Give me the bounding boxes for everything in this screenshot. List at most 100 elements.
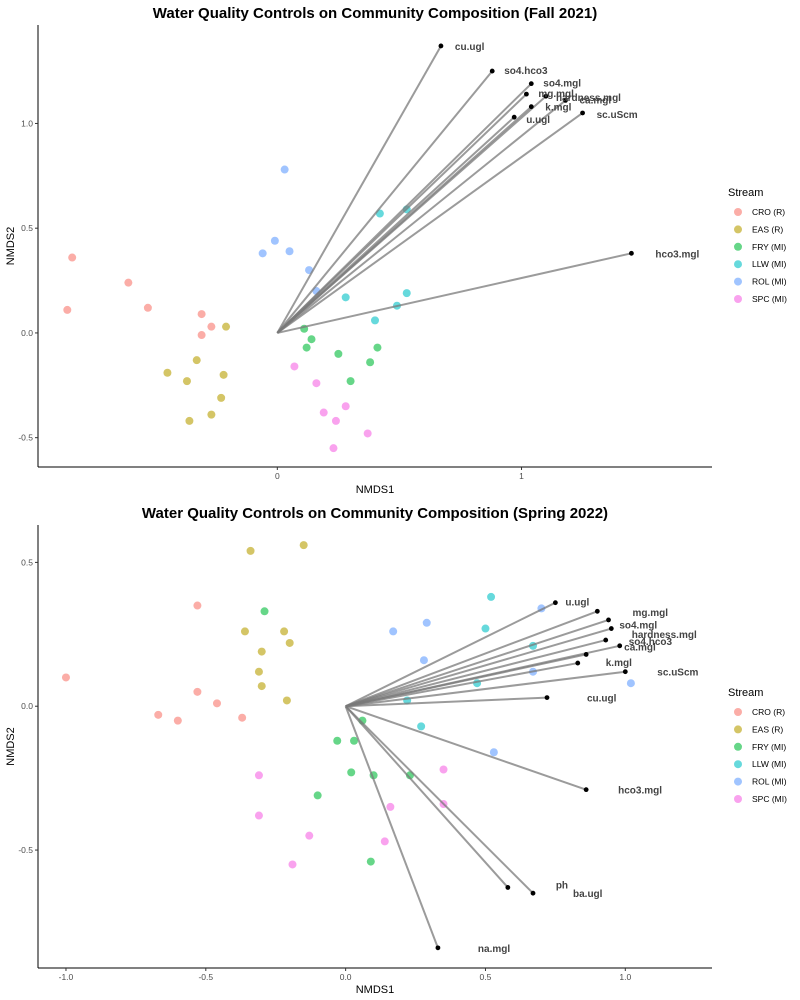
legend-key-cro-r xyxy=(734,208,742,216)
point-spc-mi xyxy=(319,408,328,417)
point-rol-mi xyxy=(626,679,635,688)
point-rol-mi xyxy=(270,236,279,245)
vector-so4-hco3 xyxy=(276,70,493,334)
point-fry-mi xyxy=(313,791,322,800)
legend-key-llw-mi xyxy=(734,760,742,769)
point-fry-mi xyxy=(366,857,375,866)
legend: Stream CRO (R) EAS (R) FRY (MI) LLW (MI) ROL … xyxy=(728,687,787,804)
legend-label: LLW (MI) xyxy=(752,259,786,269)
legend-label: FRY (MI) xyxy=(752,242,786,252)
point-fry-mi xyxy=(307,335,316,344)
legend-key-spc-mi xyxy=(734,795,742,803)
vector-label-hco3-mgl: hco3.mgl xyxy=(655,249,699,260)
point-cro-r xyxy=(63,305,72,314)
point-eas-r xyxy=(285,638,294,647)
vector-tip-ca-mgl xyxy=(583,652,589,657)
point-eas-r xyxy=(280,627,289,636)
vector-ca-mgl xyxy=(345,653,587,708)
vector-label-so4-hco3: so4.hco3 xyxy=(504,66,548,77)
vector-tip-so4-mgl xyxy=(608,626,614,631)
legend: Stream CRO (R) EAS (R) FRY (MI) LLW (MI) ROL … xyxy=(728,187,787,304)
point-fry-mi xyxy=(346,377,355,386)
point-spc-mi xyxy=(329,444,338,453)
vector-tip-ca-mgl xyxy=(563,98,568,103)
legend-key-eas-r xyxy=(734,225,742,234)
y-axis-title: NMDS2 xyxy=(5,227,17,266)
vector-cu-ugl xyxy=(345,696,548,708)
point-eas-r xyxy=(222,322,231,331)
vector-label-cu-ugl: cu.ugl xyxy=(455,42,485,53)
vector-sc-uscm xyxy=(345,670,626,708)
legend-key-cro-r xyxy=(734,708,742,716)
point-fry-mi xyxy=(350,736,359,745)
vector-u-ugl xyxy=(345,601,556,708)
vector-sc-uscm xyxy=(276,112,584,334)
vector-tip-so4-hco3 xyxy=(489,68,495,74)
chart-title: Water Quality Controls on Community Comp… xyxy=(153,5,597,22)
legend-title: Stream xyxy=(728,687,763,699)
vector-tip-cu-ugl xyxy=(544,695,550,700)
vector-label-cu-ugl: cu.ugl xyxy=(587,694,617,705)
point-rol-mi xyxy=(285,247,294,256)
vector-hco3-mgl xyxy=(345,705,587,791)
vector-ca-mgl xyxy=(276,99,567,334)
point-cro-r xyxy=(173,716,182,725)
legend-label: CRO (R) xyxy=(752,207,785,217)
vector-tip-ba-ugl xyxy=(530,890,536,896)
point-eas-r xyxy=(207,410,216,419)
y-tick-label: 0.5 xyxy=(21,557,33,567)
point-rol-mi xyxy=(422,618,431,627)
point-rol-mi xyxy=(419,656,428,665)
x-tick-label: 1.0 xyxy=(619,972,631,982)
vector-tip-hco3-mgl xyxy=(583,787,589,793)
point-eas-r xyxy=(299,541,308,550)
point-spc-mi xyxy=(386,802,395,811)
point-cro-r xyxy=(124,278,133,287)
legend-label: SPC (MI) xyxy=(752,294,787,304)
vector-mg-mgl xyxy=(276,93,528,334)
point-fry-mi xyxy=(260,607,269,616)
x-tick-label: -1.0 xyxy=(59,972,74,982)
point-cro-r xyxy=(143,303,152,312)
point-cro-r xyxy=(212,699,221,708)
point-eas-r xyxy=(219,370,228,379)
point-llw-mi xyxy=(402,289,411,298)
point-spc-mi xyxy=(363,429,372,438)
legend-key-fry-mi xyxy=(734,242,742,251)
point-eas-r xyxy=(254,667,263,676)
point-cro-r xyxy=(197,310,206,319)
fall-2021-panel: Water Quality Controls on Community Comp… xyxy=(5,5,787,496)
vector-tip-k-mgl xyxy=(528,104,534,110)
point-cro-r xyxy=(193,601,202,610)
point-fry-mi xyxy=(333,736,342,745)
point-cro-r xyxy=(197,331,206,340)
vector-tip-u-ugl xyxy=(552,600,558,606)
point-fry-mi xyxy=(334,349,343,358)
point-llw-mi xyxy=(481,624,490,633)
point-spc-mi xyxy=(341,402,350,411)
vector-k-mgl xyxy=(345,662,578,708)
y-tick-label: -0.5 xyxy=(18,433,33,443)
point-rol-mi xyxy=(389,627,398,636)
vector-label-ph: ph xyxy=(556,880,568,891)
legend-label: FRY (MI) xyxy=(752,742,786,752)
vector-ba-ugl xyxy=(344,705,534,894)
point-fry-mi xyxy=(347,768,356,777)
vector-ph xyxy=(344,705,509,889)
legend-label: ROL (MI) xyxy=(752,777,787,787)
legend-title: Stream xyxy=(728,187,763,199)
point-spc-mi xyxy=(288,860,297,869)
point-spc-mi xyxy=(290,362,299,371)
vector-tip-hardness-mgl xyxy=(543,93,549,99)
vector-tip-so4-mgl xyxy=(528,81,534,87)
vector-label-ca-mgl: ca.mgl xyxy=(624,642,656,653)
point-cro-r xyxy=(207,322,216,331)
point-spc-mi xyxy=(331,416,340,425)
vector-label-na-mgl: na.mgl xyxy=(478,944,510,955)
point-eas-r xyxy=(163,368,172,377)
vector-label-ca-mgl: ca.mgl xyxy=(579,95,611,106)
vector-label-sc-uscm: sc.uScm xyxy=(657,668,698,679)
point-llw-mi xyxy=(371,316,379,325)
vector-label-hardness-mgl: hardness.mgl xyxy=(632,630,697,641)
vector-tip-na-mgl xyxy=(435,945,441,951)
